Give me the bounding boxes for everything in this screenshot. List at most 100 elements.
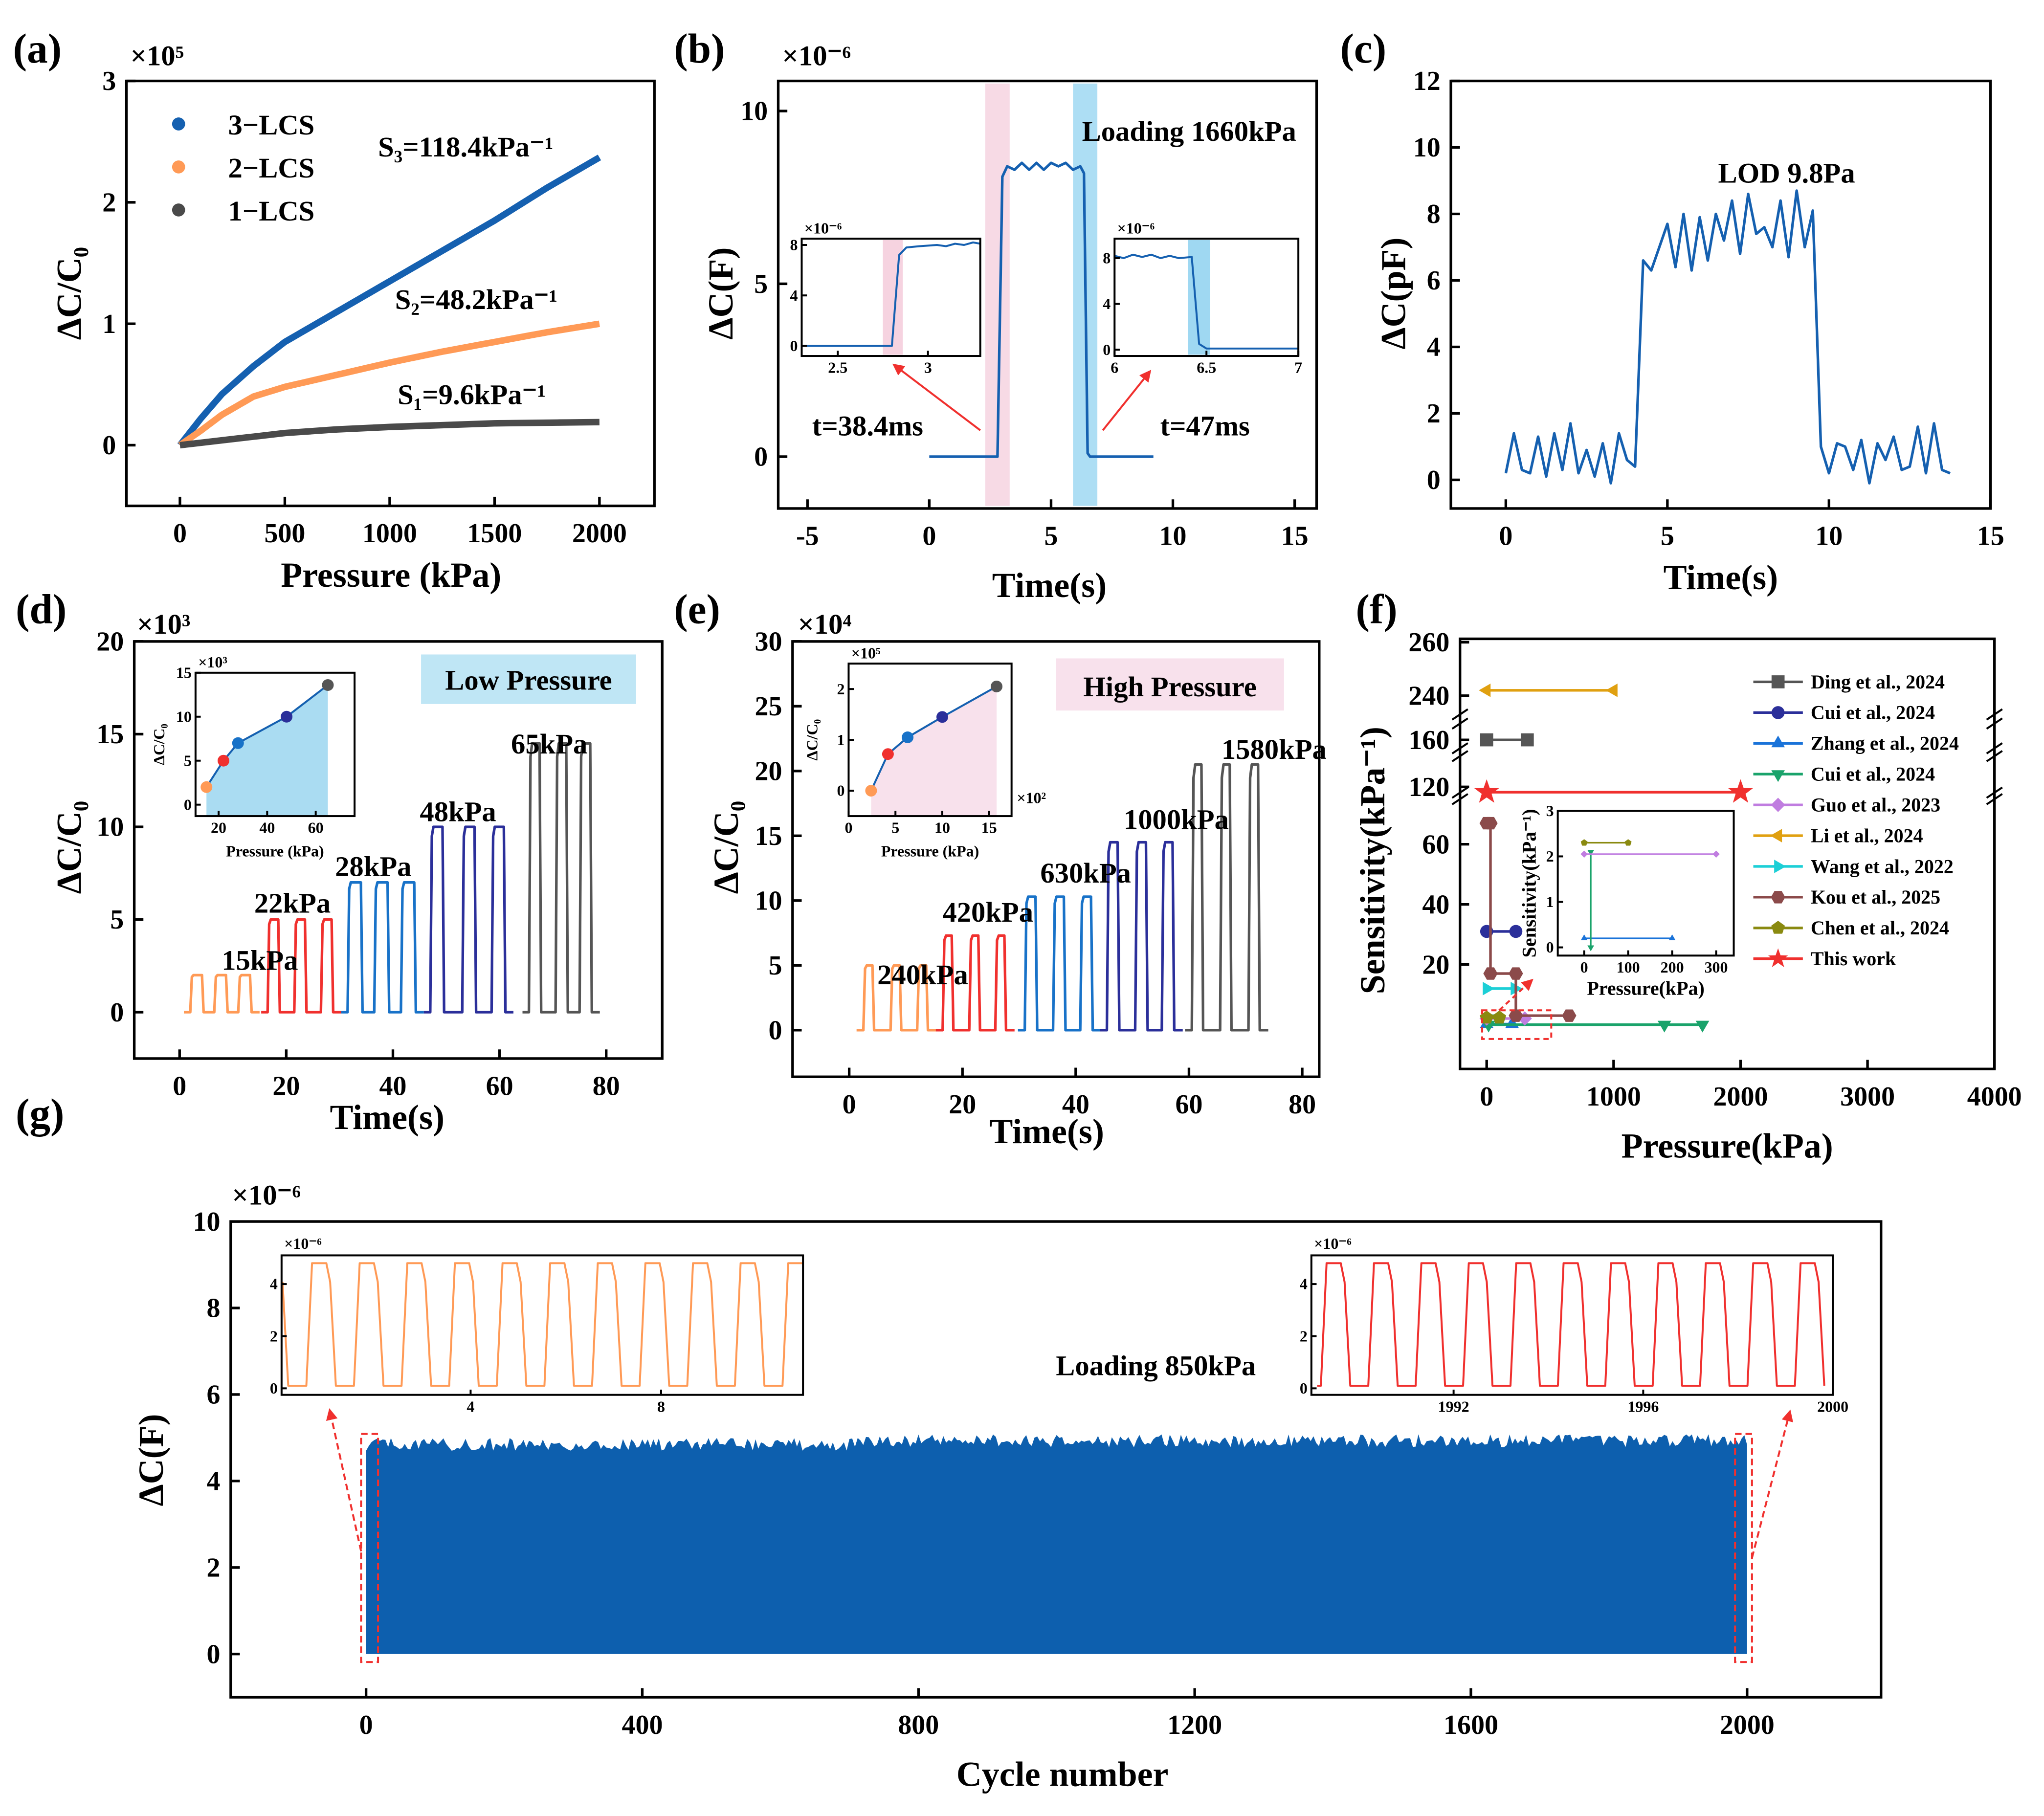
x-tick-label: 1500 — [467, 518, 522, 549]
plot-frame — [1449, 79, 1992, 510]
y-tick-label: 0 — [1546, 939, 1554, 956]
arrow — [1102, 370, 1152, 431]
x-tick-label: 0 — [1499, 521, 1512, 552]
inset-point — [232, 737, 244, 749]
x-tick-label: 4 — [467, 1398, 474, 1415]
x-tick-label: 80 — [593, 1071, 620, 1102]
x-tick-label: 6 — [1111, 359, 1118, 376]
y-axis-label: ΔC/C₀ — [49, 801, 89, 894]
x-tick-label: 1996 — [1627, 1398, 1659, 1415]
plot-frame — [1459, 637, 1996, 1070]
panel-label: (d) — [16, 587, 67, 633]
y-tick-label: 8 — [790, 237, 798, 254]
axis-break-mark — [1451, 708, 1468, 721]
inset-axes: 0 5 10 15 0 1 2 — [837, 663, 1013, 837]
inset-marker — [1668, 934, 1676, 940]
annotation: t=38.4ms — [812, 410, 923, 442]
inset-marks — [200, 679, 334, 817]
y-tick-label: 30 — [755, 627, 782, 657]
y-tick-label: 0 — [1103, 341, 1111, 358]
x-tick-label: 0 — [173, 518, 187, 549]
zoom-region-box — [1481, 1009, 1553, 1040]
marker-hexagon — [1509, 967, 1523, 980]
legend-marker — [1768, 948, 1788, 967]
x-axis-label: Time(s) — [989, 1112, 1104, 1151]
marker-star — [1728, 779, 1753, 803]
x-tick-label: 5 — [1044, 521, 1058, 552]
pulse-series-420kPa — [935, 934, 1015, 1032]
pressure-label: 22kPa — [254, 887, 331, 919]
annotation: Loading 1660kPa — [1082, 115, 1296, 147]
inset-bg — [1557, 811, 1734, 956]
y-tick-label: 0 — [790, 337, 798, 354]
inset-y-label: ΔC/C₀ — [151, 724, 168, 765]
inset-multiplier: ×10³ — [198, 654, 227, 671]
y-tick-label: 8 — [1103, 250, 1111, 267]
pressure-label: 28kPa — [335, 851, 411, 883]
x-tick-label: 0 — [173, 1071, 186, 1102]
legend-marker — [1771, 675, 1785, 688]
inset-marks — [801, 240, 981, 355]
marker-square — [1520, 733, 1534, 747]
y-tick-label: 5 — [184, 752, 192, 769]
marker-square — [1480, 733, 1493, 747]
y-tick-label: 0 — [769, 1015, 782, 1045]
y-tick-label: 2 — [1300, 1328, 1308, 1345]
x-tick-label: 2000 — [1720, 1710, 1775, 1740]
pressure-label: 48kPa — [420, 796, 496, 828]
pressure-tag: High Pressure — [1083, 671, 1256, 703]
y-tick-label: 8 — [207, 1293, 221, 1324]
legend-marker — [172, 203, 185, 217]
y-tick-label: 4 — [790, 287, 798, 304]
x-tick-label: 0 — [1480, 1082, 1493, 1112]
pulse-series-240kPa — [856, 964, 936, 1032]
axis-break-mark — [1451, 742, 1468, 754]
inset-axes: 6 6.5 7 0 4 8 — [1103, 238, 1302, 376]
y-tick-label: 60 — [1422, 829, 1449, 860]
y-tick-label: 10 — [176, 708, 192, 725]
legend-marker — [1771, 706, 1785, 719]
legend-label: 3−LCS — [228, 109, 315, 141]
inset-waveform — [281, 1262, 803, 1387]
x-axis-label: Pressure (kPa) — [281, 555, 501, 595]
y-tick-label: 0 — [207, 1639, 221, 1669]
series-fall — [1114, 253, 1299, 350]
y-tick-label: 5 — [110, 905, 124, 935]
marker-tri-left — [1605, 683, 1618, 697]
y-tick-label: 0 — [1427, 465, 1441, 495]
x-axis-label: Time(s) — [1664, 558, 1778, 597]
inset-multiplier: ×10⁻⁶ — [1117, 220, 1155, 237]
axis-multiplier: ×10⁵ — [131, 40, 184, 72]
y-tick-label: 25 — [755, 691, 782, 722]
y-axis-label: ΔC(F) — [132, 1414, 171, 1506]
y-tick-label: 2 — [270, 1328, 278, 1345]
inset-axes: 4 8 0 2 4 — [270, 1254, 804, 1415]
y-axis-label: ΔC(F) — [701, 247, 740, 340]
panel-g-marks — [366, 1434, 1747, 1654]
pulse-series-22kPa — [261, 918, 341, 1014]
series-2−LCS — [178, 320, 600, 448]
inset-marker — [1712, 850, 1720, 858]
y-tick-label: 15 — [96, 719, 124, 750]
x-tick-label: 7 — [1294, 359, 1302, 376]
marker-hexagon — [1562, 1009, 1577, 1022]
x-tick-label: 1992 — [1438, 1398, 1469, 1415]
series-rise — [801, 241, 981, 347]
y-tick-label: 4 — [1427, 332, 1441, 362]
plot-frame — [1556, 810, 1735, 957]
y-axis-label: ΔC/C₀ — [707, 801, 746, 894]
pressure-tag-bg — [1056, 658, 1284, 711]
annotation: S₁=9.6kPa⁻¹ — [398, 379, 546, 411]
pulse-series-65kPa — [522, 742, 600, 1014]
panel-f-marks — [1474, 683, 1753, 1033]
y-tick-label: 12 — [1413, 66, 1441, 96]
inset-point — [865, 785, 877, 797]
y-tick-label: 0 — [1300, 1380, 1308, 1397]
y-tick-label: 4 — [207, 1466, 221, 1497]
inset-marks — [1580, 839, 1720, 952]
pressure-label: 630kPa — [1040, 857, 1131, 889]
x-tick-label: 5 — [891, 819, 899, 837]
panel-b-marks — [929, 83, 1154, 506]
x-tick-label: 20 — [272, 1071, 300, 1102]
legend-marker — [172, 160, 185, 174]
